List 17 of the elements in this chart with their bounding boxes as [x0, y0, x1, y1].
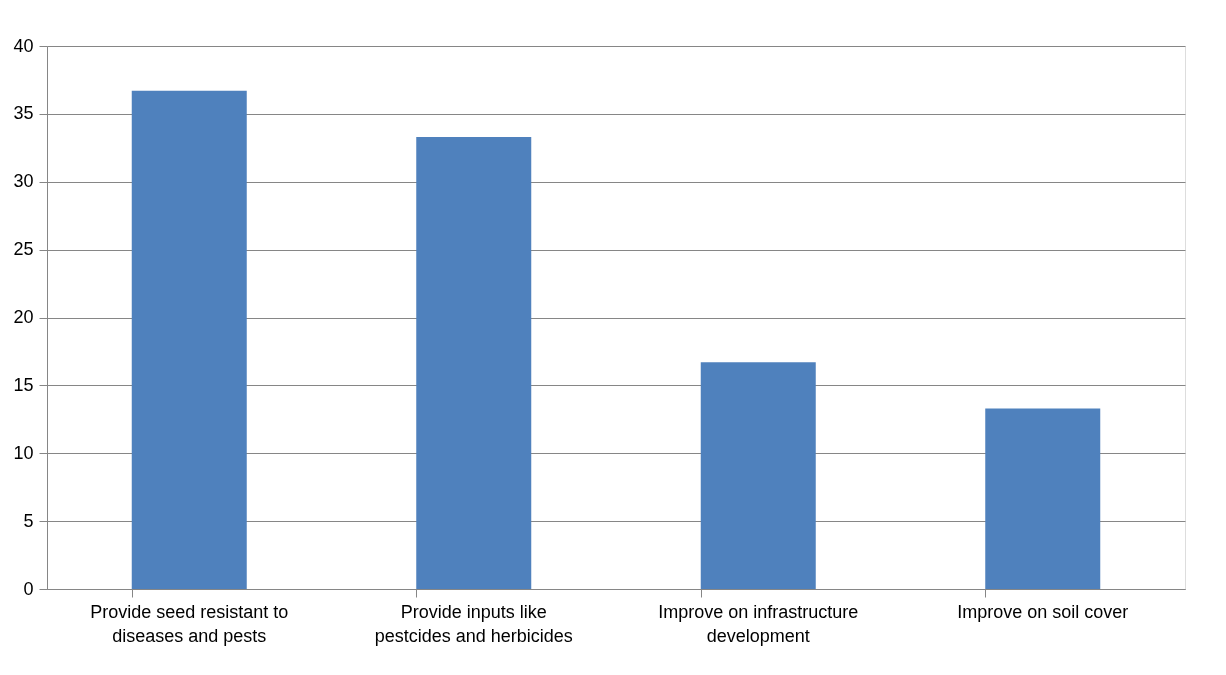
- y-tick-label: 30: [13, 171, 34, 192]
- x-tick-label: Improve on infrastructure development: [658, 601, 859, 646]
- bar: [416, 136, 532, 589]
- y-tick-label: 15: [13, 374, 34, 395]
- y-tick-label: 20: [13, 307, 34, 327]
- bar: [131, 90, 247, 589]
- bar: [700, 362, 816, 589]
- y-tick-label: 10: [13, 442, 34, 463]
- y-tick-label: 5: [23, 510, 34, 531]
- x-tick-label: Improve on soil cover: [957, 601, 1129, 622]
- y-tick-label: 0: [23, 578, 34, 599]
- x-tick-label: Provide inputs like pestcides and herbicides: [374, 601, 573, 646]
- y-tick-label: 35: [13, 103, 34, 124]
- x-tick-label: Provide seed resistant to diseases and pests: [90, 601, 289, 646]
- bar: [985, 408, 1101, 589]
- y-tick-label: 25: [13, 239, 34, 260]
- y-tick-label: 40: [13, 35, 34, 56]
